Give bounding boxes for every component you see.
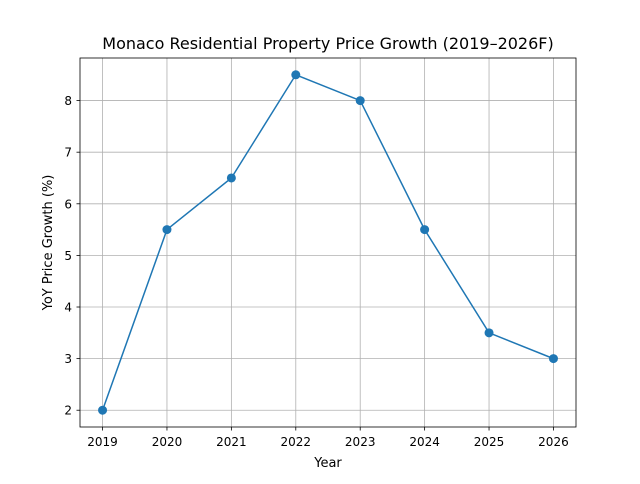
data-point bbox=[420, 225, 430, 235]
data-point bbox=[484, 328, 494, 338]
x-tick-label: 2024 bbox=[409, 435, 440, 449]
y-tick-label: 6 bbox=[64, 197, 72, 211]
ticks: 2019 2020 2021 2022 2023 2024 2025 2026 2 3 4 5 6 7 8 bbox=[64, 94, 568, 449]
data-point bbox=[355, 96, 365, 106]
chart-title: Monaco Residential Property Price Growth… bbox=[102, 34, 553, 53]
x-tick-label: 2020 bbox=[152, 435, 183, 449]
x-tick-label: 2021 bbox=[216, 435, 247, 449]
data-point bbox=[226, 173, 236, 183]
x-axis-label: Year bbox=[313, 456, 342, 471]
plot-frame bbox=[79, 57, 577, 428]
y-tick-label: 5 bbox=[64, 249, 72, 263]
x-tick-label: 2025 bbox=[474, 435, 505, 449]
y-axis-label: YoY Price Growth (%) bbox=[41, 175, 56, 312]
x-tick-label: 2023 bbox=[345, 435, 376, 449]
x-tick-label: 2019 bbox=[87, 435, 118, 449]
x-tick-label: 2026 bbox=[538, 435, 569, 449]
y-tick-label: 4 bbox=[64, 301, 72, 315]
data-point bbox=[291, 70, 301, 80]
data-point bbox=[548, 354, 558, 364]
y-tick-label: 2 bbox=[64, 404, 72, 418]
data-point bbox=[162, 225, 172, 235]
y-tick-label: 8 bbox=[64, 94, 72, 108]
grid-lines bbox=[80, 58, 576, 427]
x-tick-label: 2022 bbox=[281, 435, 312, 449]
series-line bbox=[101, 73, 554, 411]
series-group bbox=[98, 70, 558, 415]
y-tick-label: 3 bbox=[64, 352, 72, 366]
y-tick-label: 7 bbox=[64, 146, 72, 160]
data-point bbox=[98, 405, 108, 415]
